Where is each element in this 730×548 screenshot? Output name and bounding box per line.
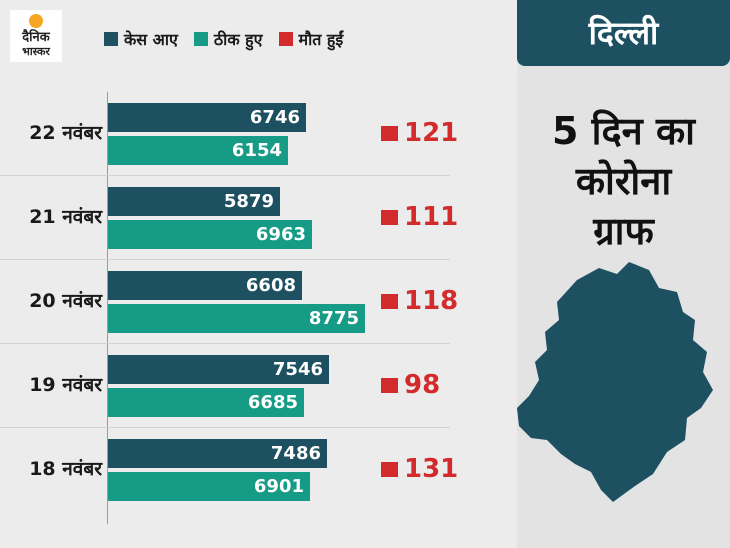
recovered-value-label: 6154 (231, 140, 282, 161)
legend-swatch-deaths (278, 32, 293, 46)
deaths-marker (381, 462, 398, 477)
group-separator (0, 259, 450, 260)
cases-bar: 7486 (108, 439, 327, 468)
cases-bar: 6746 (108, 103, 306, 132)
recovered-bar: 8775 (108, 304, 365, 333)
legend-swatch-cases (104, 32, 118, 46)
panel-title-line-3: ग्राफ (593, 209, 654, 253)
date-label: 21 नवंबर (29, 206, 102, 228)
cases-bar: 5879 (108, 187, 280, 216)
legend-item-cases: केस आए (104, 28, 178, 50)
cases-value-label: 6608 (245, 275, 296, 296)
recovered-bar: 6901 (108, 472, 310, 501)
deaths-value-label: 111 (404, 202, 459, 232)
deaths-value-label: 131 (404, 454, 459, 484)
group-separator (0, 175, 450, 176)
cases-value-label: 7546 (272, 359, 323, 380)
dainik-bhaskar-logo: दैनिक भास्कर (10, 10, 62, 62)
panel-title-line-2: कोरोना (575, 159, 672, 203)
chart-legend: केस आए ठीक हुए मौत हुईं (104, 28, 359, 50)
legend-label-deaths: मौत हुईं (298, 30, 344, 49)
city-label: दिल्ली (517, 0, 730, 66)
recovered-bar: 6685 (108, 388, 304, 417)
panel-title-line-1: 5 दिन का (551, 109, 696, 153)
legend-item-deaths: मौत हुईं (278, 28, 344, 50)
cases-value-label: 6746 (249, 107, 300, 128)
legend-swatch-recovered (193, 32, 208, 46)
recovered-value-label: 6685 (247, 392, 298, 413)
recovered-value-label: 6963 (255, 224, 306, 245)
group-separator (0, 427, 450, 428)
date-label: 18 नवंबर (29, 458, 102, 480)
recovered-value-label: 6901 (253, 476, 304, 497)
legend-label-cases: केस आए (124, 30, 178, 49)
cases-value-label: 7486 (270, 443, 321, 464)
deaths-marker (381, 294, 398, 309)
recovered-bar: 6154 (108, 136, 288, 165)
legend-item-recovered: ठीक हुए (193, 28, 263, 50)
sun-icon (29, 14, 43, 28)
deaths-value-label: 98 (404, 370, 441, 400)
date-label: 20 नवंबर (29, 290, 102, 312)
date-label: 19 नवंबर (29, 374, 102, 396)
deaths-marker (381, 210, 398, 225)
recovered-value-label: 8775 (308, 308, 359, 329)
delhi-map-icon (517, 262, 713, 502)
logo-text-line1: दैनिक (22, 30, 50, 45)
chart-axis-line (107, 92, 108, 524)
deaths-value-label: 118 (404, 286, 459, 316)
date-label: 22 नवंबर (29, 122, 102, 144)
deaths-value-label: 121 (404, 118, 459, 148)
deaths-marker (381, 126, 398, 141)
side-panel: दिल्ली 5 दिन का कोरोना ग्राफ (517, 0, 730, 548)
cases-bar: 6608 (108, 271, 302, 300)
group-separator (0, 343, 450, 344)
cases-bar: 7546 (108, 355, 329, 384)
deaths-marker (381, 378, 398, 393)
logo-text-line2: भास्कर (22, 45, 50, 58)
legend-label-recovered: ठीक हुए (213, 30, 263, 49)
cases-value-label: 5879 (223, 191, 274, 212)
recovered-bar: 6963 (108, 220, 312, 249)
